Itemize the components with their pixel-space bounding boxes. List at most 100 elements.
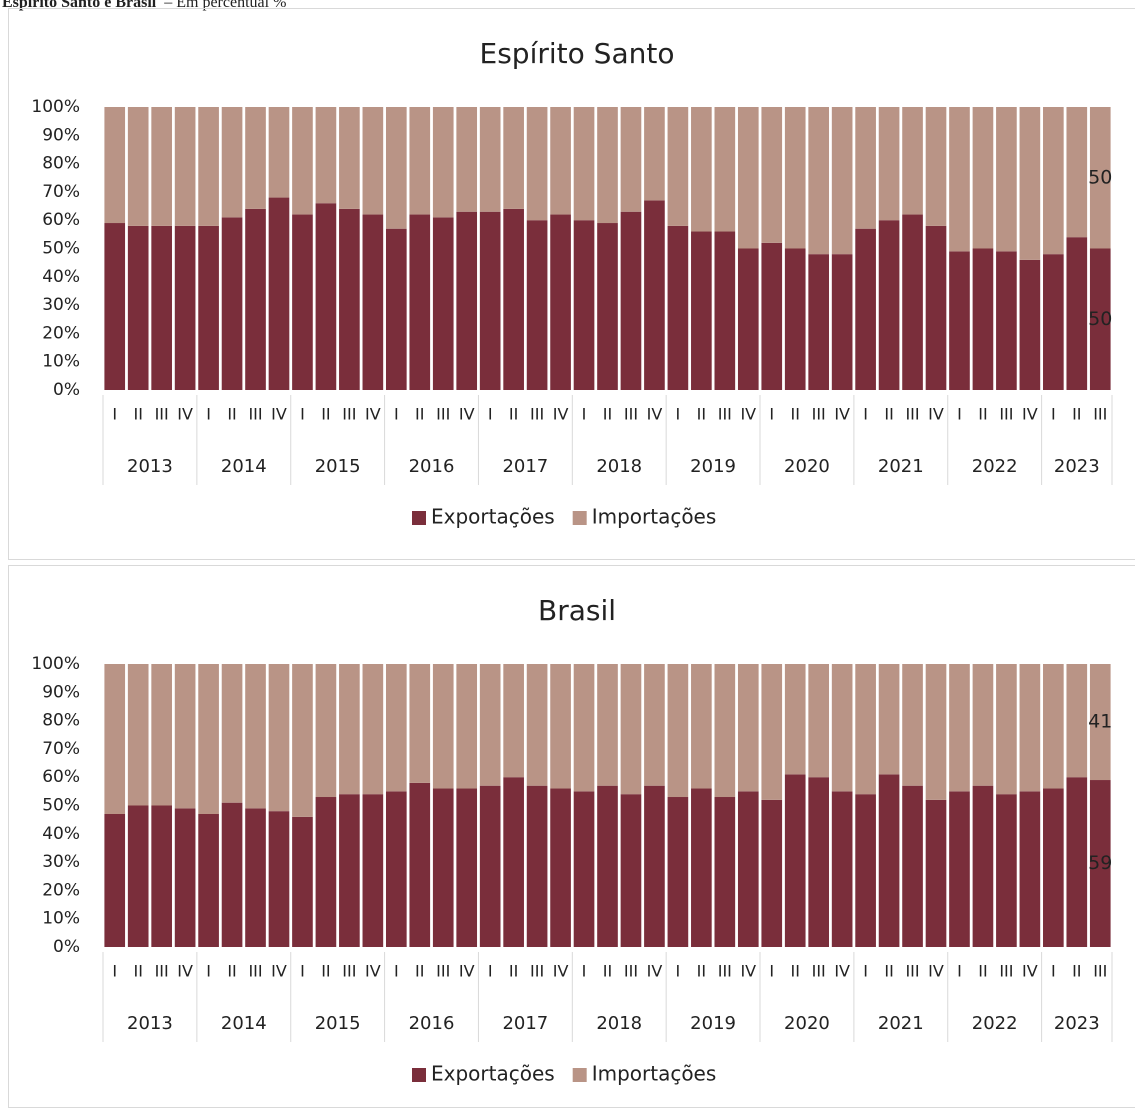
x-tick-label: IV: [177, 962, 193, 981]
x-tick-label: III: [624, 405, 638, 424]
bar-segment: [1043, 254, 1064, 390]
bar-segment: [339, 107, 360, 209]
group-label: 2016: [409, 1013, 455, 1034]
bar-segment: [761, 799, 783, 947]
x-tick-label: IV: [365, 962, 381, 981]
x-tick-label: IV: [647, 405, 663, 424]
bar-segment: [268, 664, 290, 812]
x-tick-label: I: [1051, 962, 1056, 981]
y-tick-label: 30%: [42, 852, 80, 872]
bar-segment: [104, 813, 126, 947]
bar-segment: [526, 107, 548, 221]
bar-segment: [174, 107, 196, 226]
bar-segment: [902, 664, 923, 786]
group-label: 2021: [878, 456, 924, 477]
bar-segment: [620, 107, 642, 212]
bar-segment: [878, 774, 900, 947]
bar-segment: [597, 785, 618, 947]
group-label: 2017: [502, 456, 548, 477]
x-tick-label: II: [1072, 405, 1081, 424]
bar-segment: [503, 664, 524, 778]
bar-segment: [174, 225, 196, 390]
x-tick-label: I: [300, 405, 305, 424]
bar-segment: [831, 664, 853, 792]
x-tick-label: IV: [740, 405, 756, 424]
group-label: 2017: [502, 1013, 548, 1034]
bar-segment: [479, 785, 501, 947]
x-tick-label: II: [978, 962, 987, 981]
x-tick-label: IV: [928, 405, 944, 424]
x-tick-label: III: [342, 962, 356, 981]
bar-segment: [456, 664, 478, 789]
bar-segment: [550, 788, 571, 947]
bar-segment: [315, 203, 337, 390]
legend-swatch: [412, 511, 426, 525]
bar-segment: [925, 799, 947, 947]
bar-segment: [1043, 788, 1064, 947]
bar-segment: [409, 214, 431, 390]
x-tick-label: II: [509, 405, 518, 424]
data-label: 50: [1088, 166, 1112, 188]
bar-segment: [855, 794, 876, 947]
bar-segment: [573, 220, 595, 390]
bar-segment: [620, 211, 642, 390]
chart-title: Brasil: [538, 594, 616, 627]
bar-segment: [691, 664, 712, 789]
bar-segment: [996, 251, 1017, 390]
bar-segment: [972, 248, 994, 390]
bar-segment: [362, 794, 384, 947]
x-tick-label: I: [676, 962, 681, 981]
bar-segment: [245, 208, 266, 390]
bar-segment: [432, 788, 454, 947]
x-tick-label: II: [227, 962, 236, 981]
bar-segment: [714, 664, 736, 798]
y-tick-label: 100%: [31, 654, 80, 674]
x-tick-label: IV: [1022, 962, 1038, 981]
bar-segment: [784, 248, 806, 390]
y-tick-label: 100%: [31, 97, 80, 117]
bar-segment: [855, 107, 876, 229]
bar-segment: [784, 664, 806, 775]
bar-segment: [949, 107, 970, 252]
x-tick-label: III: [436, 962, 450, 981]
x-tick-label: IV: [647, 962, 663, 981]
group-label: 2023: [1054, 456, 1100, 477]
x-tick-label: I: [206, 405, 211, 424]
x-tick-label: IV: [271, 962, 287, 981]
bar-segment: [1089, 664, 1111, 781]
bar-segment: [362, 214, 384, 390]
bar-segment: [925, 664, 947, 800]
group-label: 2016: [409, 456, 455, 477]
bar-segment: [831, 107, 853, 255]
bar-segment: [902, 107, 923, 215]
bar-segment: [972, 664, 994, 786]
x-tick-label: IV: [1022, 405, 1038, 424]
bar-segment: [855, 664, 876, 795]
x-tick-label: I: [676, 405, 681, 424]
bar-segment: [714, 797, 736, 947]
group-label: 2023: [1054, 1013, 1100, 1034]
legend-label: Exportações: [431, 1062, 555, 1086]
header-title: Espírito Santo e Brasil: [2, 0, 157, 11]
x-tick-label: I: [863, 405, 868, 424]
x-tick-label: III: [999, 962, 1013, 981]
x-tick-label: III: [436, 405, 450, 424]
bar-segment: [761, 107, 783, 243]
bar-segment: [479, 664, 501, 786]
x-tick-label: I: [112, 962, 117, 981]
bar-segment: [1043, 664, 1064, 789]
x-tick-label: III: [248, 405, 262, 424]
y-tick-label: 90%: [42, 682, 80, 702]
bar-segment: [667, 664, 689, 798]
bar-segment: [644, 200, 665, 390]
x-tick-label: III: [718, 962, 732, 981]
y-tick-label: 90%: [42, 125, 80, 145]
bar-segment: [949, 791, 970, 947]
x-tick-label: IV: [553, 405, 569, 424]
x-tick-label: III: [342, 405, 356, 424]
bar-segment: [127, 107, 149, 226]
bar-segment: [503, 777, 524, 947]
bar-segment: [878, 107, 900, 221]
group-label: 2021: [878, 1013, 924, 1034]
bar-segment: [315, 797, 337, 947]
